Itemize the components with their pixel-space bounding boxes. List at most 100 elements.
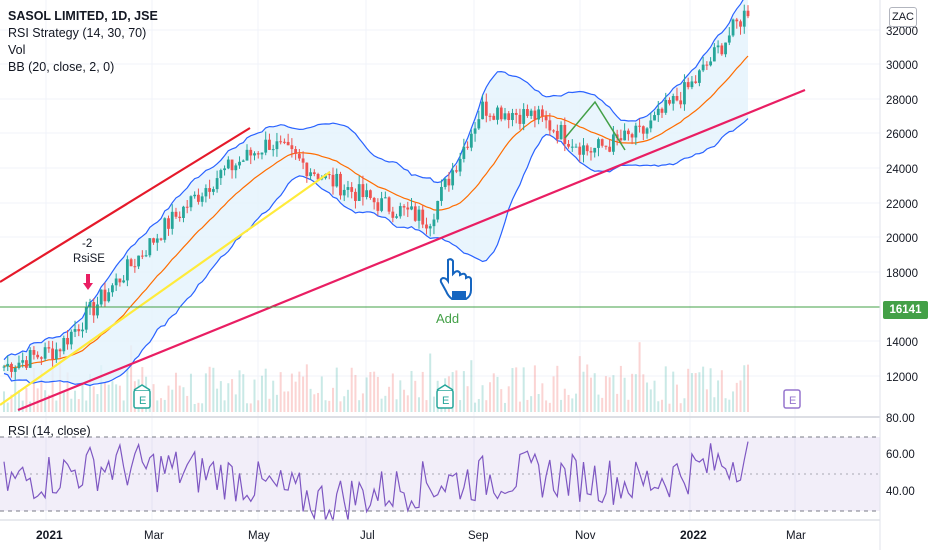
volume-bar — [62, 391, 65, 412]
currency-button[interactable]: ZAC — [889, 7, 917, 27]
chart-legend[interactable]: SASOL LIMITED, 1D, JSE RSI Strategy (14,… — [8, 8, 158, 76]
svg-text:Nov: Nov — [575, 530, 596, 542]
candle-body — [312, 172, 316, 175]
bollinger-band-fill — [4, 0, 748, 386]
volume-legend[interactable]: Vol — [8, 43, 26, 57]
candle-body — [62, 337, 66, 352]
candle-body — [350, 187, 354, 192]
volume-bar — [664, 366, 667, 412]
volume-bar — [657, 401, 660, 412]
volume-bar — [515, 367, 518, 412]
candle-body — [742, 10, 746, 27]
svg-text:22000: 22000 — [886, 199, 918, 211]
strategy-legend[interactable]: RSI Strategy (14, 30, 70) — [8, 26, 147, 40]
volume-bar — [380, 398, 383, 412]
volume-bar — [399, 380, 402, 412]
candle-body — [413, 206, 417, 221]
volume-bar — [507, 386, 510, 412]
volume-bar — [406, 395, 409, 412]
price-axis-labels[interactable]: 32000 30000 28000 26000 24000 22000 2000… — [886, 26, 918, 384]
candle-body — [712, 47, 716, 62]
candle-body — [537, 109, 541, 120]
svg-text:E: E — [139, 395, 146, 407]
candle-body — [327, 174, 331, 176]
time-axis-labels[interactable]: 2021 Mar May Jul Sep Nov 2022 Mar — [36, 528, 806, 542]
volume-bar — [70, 398, 73, 412]
volume-bar — [81, 382, 84, 412]
candle-body — [219, 170, 223, 179]
candle-body — [555, 130, 559, 140]
candle-body — [593, 147, 597, 153]
trendline-upper-channel[interactable] — [0, 127, 251, 283]
volume-bar — [313, 394, 316, 412]
volume-bar — [85, 400, 88, 412]
candle-body — [503, 113, 507, 120]
volume-bar — [403, 389, 406, 412]
volume-bar — [649, 389, 652, 412]
volume-bar — [10, 394, 13, 412]
pattern-lines[interactable] — [564, 100, 626, 151]
volume-bar — [395, 399, 398, 412]
candle-body — [96, 304, 99, 316]
volume-bar — [709, 368, 712, 412]
candle-body — [671, 95, 675, 104]
candle-body — [208, 188, 212, 192]
trendline-yellow[interactable] — [0, 171, 331, 406]
volume-bar — [619, 365, 622, 412]
svg-text:E: E — [789, 395, 796, 407]
candle-body — [170, 211, 174, 229]
earnings-marker[interactable]: E — [133, 384, 151, 409]
volume-bar — [474, 402, 477, 412]
volume-bar — [743, 365, 746, 412]
candle-body — [174, 211, 178, 217]
svg-text:-2: -2 — [82, 238, 92, 250]
candle-body — [241, 160, 245, 162]
rsi-legend[interactable]: RSI (14, close) — [8, 424, 91, 438]
volume-bar — [324, 400, 327, 412]
volume-bar — [317, 392, 320, 412]
candle-body — [357, 184, 361, 201]
volume-bar — [369, 372, 372, 412]
volume-bar — [17, 390, 20, 412]
candle-body — [402, 206, 406, 208]
volume-bar — [526, 399, 529, 412]
candle-body — [185, 206, 189, 208]
candle-body — [111, 285, 114, 293]
earnings-marker[interactable]: E — [783, 389, 801, 409]
candle-body — [417, 209, 421, 221]
volume-bar — [593, 373, 596, 412]
volume-bar — [25, 387, 28, 412]
candle-body — [346, 187, 350, 190]
candle-body — [660, 108, 664, 113]
add-hand-icon[interactable] — [439, 258, 472, 300]
add-label[interactable]: Add — [436, 311, 460, 326]
volume-bar — [675, 384, 678, 412]
candle-body — [690, 81, 694, 88]
volume-bar — [548, 402, 551, 412]
candle-body — [440, 186, 443, 201]
candle-body — [36, 354, 40, 358]
earnings-marker[interactable]: E — [436, 384, 454, 409]
svg-text:26000: 26000 — [886, 129, 918, 141]
volume-bar — [503, 402, 506, 412]
candle-body — [54, 349, 58, 360]
candle-body — [84, 306, 88, 330]
candle-body — [735, 19, 739, 22]
volume-bar — [339, 401, 342, 412]
svg-text:80.00: 80.00 — [886, 413, 915, 425]
trendline-support[interactable] — [17, 88, 806, 412]
volume-bar — [642, 374, 645, 412]
bb-legend[interactable]: BB (20, close, 2, 0) — [8, 60, 115, 74]
rsi-axis-labels[interactable]: 80.00 60.00 40.00 — [886, 413, 915, 498]
candle-body — [182, 206, 185, 218]
volume-bar — [627, 399, 630, 412]
volume-bar — [171, 389, 174, 412]
symbol-title[interactable]: SASOL LIMITED, 1D, JSE — [8, 9, 158, 23]
candle-body — [634, 125, 638, 138]
svg-text:2021: 2021 — [36, 528, 63, 542]
volume-bar — [358, 400, 361, 412]
candle-body — [354, 191, 357, 201]
svg-text:Mar: Mar — [786, 530, 806, 542]
candle-body — [204, 188, 208, 197]
